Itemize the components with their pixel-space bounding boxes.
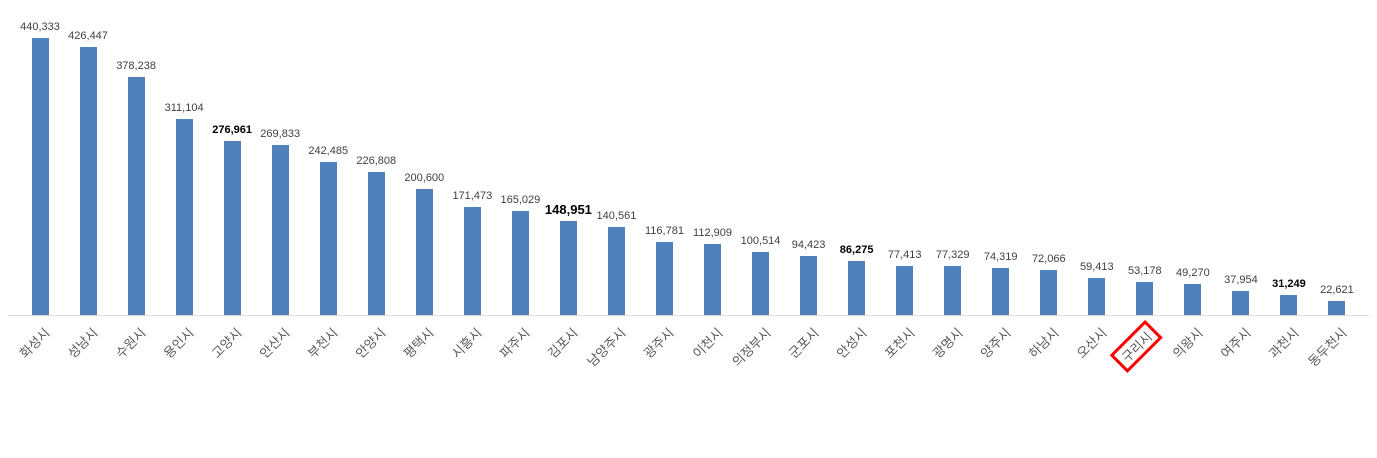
bar-value-label: 94,423 bbox=[791, 239, 826, 251]
x-axis-category-label: 동두천시 bbox=[1305, 325, 1350, 370]
bar bbox=[559, 221, 577, 315]
x-axis-category-label: 평택시 bbox=[401, 325, 438, 362]
x-axis-category-label: 안양시 bbox=[353, 325, 389, 362]
x-axis-category-label: 부천시 bbox=[304, 325, 341, 362]
x-axis-category-label: 의왕시 bbox=[1169, 325, 1206, 362]
x-axis-category-label: 군포시 bbox=[785, 325, 822, 362]
bar-value-label: 100,514 bbox=[740, 235, 781, 247]
x-axis-category-label: 광명시 bbox=[929, 325, 966, 362]
x-axis-category-label: 시흥시 bbox=[449, 325, 486, 362]
bar-value-label: 86,275 bbox=[839, 244, 874, 256]
bar-value-label: 49,270 bbox=[1176, 267, 1210, 279]
bar bbox=[1136, 282, 1154, 315]
bar bbox=[704, 244, 722, 315]
bar-value-label: 311,104 bbox=[164, 102, 204, 114]
bar bbox=[752, 252, 770, 315]
bar bbox=[319, 162, 337, 315]
bar bbox=[1328, 301, 1346, 315]
bar-value-label: 148,951 bbox=[544, 202, 592, 217]
bar-value-label: 171,473 bbox=[452, 190, 493, 202]
x-axis-category-label: 오산시 bbox=[1073, 325, 1110, 362]
bar bbox=[896, 266, 914, 315]
x-axis-category-label: 하남시 bbox=[1025, 325, 1062, 362]
bar-value-label: 59,413 bbox=[1079, 261, 1114, 273]
bar bbox=[848, 261, 866, 315]
x-axis-category-label: 파주시 bbox=[497, 325, 534, 362]
x-axis-category-label: 화성시 bbox=[16, 325, 53, 362]
x-axis-category-label: 성남시 bbox=[64, 325, 101, 362]
bar bbox=[127, 77, 145, 315]
x-axis-category-label: 안성시 bbox=[833, 325, 870, 362]
bar-value-label: 165,029 bbox=[500, 194, 541, 206]
bar-value-label: 440,333 bbox=[20, 21, 60, 33]
x-axis-category-label: 포천시 bbox=[881, 325, 918, 362]
x-axis-category-label: 의정부시 bbox=[728, 325, 774, 370]
bar bbox=[1040, 270, 1058, 315]
bar-value-label: 276,961 bbox=[212, 124, 253, 136]
bar-value-label: 378,238 bbox=[116, 60, 156, 72]
bar bbox=[271, 145, 289, 315]
x-axis-category-label: 고양시 bbox=[208, 325, 245, 362]
bar bbox=[607, 227, 625, 315]
x-axis-category-label: 수원시 bbox=[112, 325, 149, 362]
bar bbox=[800, 256, 818, 315]
bar bbox=[944, 266, 962, 315]
bar-value-label: 226,808 bbox=[356, 155, 397, 167]
bar bbox=[511, 211, 529, 315]
bar-value-label: 140,561 bbox=[596, 210, 637, 222]
bar-value-label: 77,413 bbox=[887, 249, 922, 261]
bar bbox=[79, 47, 97, 315]
bar bbox=[655, 242, 673, 315]
x-axis-category-label: 여주시 bbox=[1217, 325, 1254, 362]
x-axis-category-label: 광주시 bbox=[641, 325, 678, 362]
bar bbox=[223, 141, 241, 315]
bar-value-label: 77,329 bbox=[935, 249, 970, 261]
bar bbox=[415, 189, 433, 315]
x-axis-category-label: 남양주시 bbox=[584, 325, 630, 370]
bar bbox=[367, 172, 385, 315]
x-axis-category-label: 용인시 bbox=[160, 325, 197, 362]
bar-value-label: 72,066 bbox=[1031, 253, 1066, 265]
bar bbox=[1280, 295, 1298, 315]
bar bbox=[1184, 284, 1202, 315]
bar-value-label: 112,909 bbox=[693, 227, 732, 239]
x-axis-category-label: 과천시 bbox=[1265, 325, 1302, 362]
bar bbox=[175, 119, 193, 315]
bar-value-label: 22,621 bbox=[1320, 284, 1354, 296]
bar-value-label: 242,485 bbox=[308, 145, 349, 157]
x-axis-category-label-highlighted: 구리시 bbox=[1109, 320, 1163, 373]
bar bbox=[1232, 291, 1250, 315]
x-axis-category-label: 이천시 bbox=[689, 325, 726, 362]
bar bbox=[31, 38, 49, 315]
bar-value-label: 37,954 bbox=[1224, 274, 1258, 286]
bar bbox=[1088, 278, 1106, 315]
bar-value-label: 200,600 bbox=[404, 172, 445, 184]
bar bbox=[463, 207, 481, 315]
bar-value-label: 426,447 bbox=[68, 30, 108, 42]
bar-value-label: 116,781 bbox=[644, 225, 684, 237]
bar-value-label: 31,249 bbox=[1272, 278, 1306, 290]
bar-value-label: 269,833 bbox=[260, 128, 301, 140]
bar bbox=[992, 268, 1010, 315]
x-axis-category-label: 양주시 bbox=[977, 325, 1014, 362]
bar-value-label: 74,319 bbox=[983, 251, 1018, 263]
x-axis-line bbox=[8, 315, 1369, 316]
x-axis-category-label: 안산시 bbox=[256, 325, 293, 362]
bar-value-label: 53,178 bbox=[1128, 265, 1162, 277]
x-axis-category-label: 김포시 bbox=[545, 325, 582, 362]
